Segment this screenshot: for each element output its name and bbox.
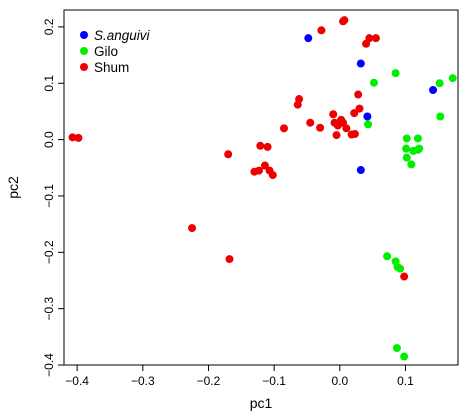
y-tick-label: 0.0	[42, 131, 56, 148]
point-shum	[329, 110, 338, 119]
x-tick-label: −0.4	[65, 374, 89, 388]
x-tick-label: −0.1	[262, 374, 286, 388]
legend-marker-gilo	[80, 47, 88, 55]
point-gilo	[407, 160, 416, 169]
point-gilo	[402, 153, 411, 162]
point-shum	[350, 129, 359, 138]
point-shum	[400, 272, 409, 281]
point-shum	[256, 141, 265, 150]
point-shum	[342, 124, 351, 133]
point-shum	[250, 167, 259, 176]
y-tick-label: −0.1	[42, 184, 56, 208]
x-tick-label: −0.3	[131, 374, 155, 388]
point-shum	[354, 90, 363, 99]
point-shum	[355, 104, 364, 113]
point-shum	[293, 100, 302, 109]
point-gilo	[369, 78, 378, 87]
point-shum	[317, 26, 326, 35]
point-shum	[306, 118, 315, 127]
x-tick-label: −0.2	[197, 374, 221, 388]
point-gilo	[383, 252, 392, 261]
x-axis: −0.4 −0.3 −0.2 −0.1 0.0 0.1	[65, 365, 414, 388]
point-gilo	[402, 134, 411, 143]
point-gilo	[448, 74, 457, 83]
point-gilo	[400, 352, 409, 361]
x-axis-label: pc1	[250, 395, 273, 411]
legend-marker-shum	[80, 63, 88, 71]
point-gilo	[392, 344, 401, 353]
y-axis-label: pc2	[5, 176, 21, 199]
point-gilo	[413, 145, 422, 154]
point-gilo	[391, 69, 400, 78]
legend-label-s-anguivi: S.anguivi	[94, 28, 151, 43]
point-shum	[188, 224, 197, 233]
y-axis: −0.4 −0.3 −0.2 −0.1 0.0 0.1 0.2	[42, 18, 64, 377]
point-s-anguivi	[304, 34, 313, 43]
x-tick-label: 0.0	[331, 374, 348, 388]
y-tick-label: 0.1	[42, 75, 56, 92]
point-shum	[68, 133, 77, 142]
point-shum	[268, 171, 277, 180]
point-gilo	[402, 144, 411, 153]
y-tick-label: −0.4	[42, 353, 56, 377]
point-shum	[279, 124, 288, 133]
legend-label-shum: Shum	[94, 60, 129, 75]
point-gilo	[413, 134, 422, 143]
point-gilo	[436, 112, 445, 121]
point-shum	[316, 123, 325, 132]
point-s-anguivi	[429, 86, 438, 95]
point-shum	[260, 161, 269, 170]
legend-label-gilo: Gilo	[94, 44, 118, 59]
x-tick-label: 0.1	[397, 374, 414, 388]
point-shum	[340, 16, 349, 25]
y-tick-label: 0.2	[42, 18, 56, 35]
data-points	[68, 16, 457, 361]
point-gilo	[396, 264, 405, 273]
point-shum	[263, 142, 272, 151]
y-tick-label: −0.3	[42, 296, 56, 320]
y-tick-label: −0.2	[42, 240, 56, 264]
plot-frame	[63, 9, 459, 366]
legend-marker-s-anguivi	[80, 31, 88, 39]
point-shum	[225, 255, 234, 264]
point-gilo	[435, 79, 444, 88]
point-shum	[365, 34, 374, 43]
point-shum	[371, 34, 380, 43]
point-s-anguivi	[363, 112, 372, 121]
point-shum	[224, 150, 233, 159]
point-gilo	[364, 120, 373, 129]
point-shum	[332, 131, 341, 140]
point-s-anguivi	[356, 59, 365, 68]
point-shum	[350, 109, 359, 118]
point-s-anguivi	[356, 166, 365, 175]
point-shum	[74, 133, 83, 142]
